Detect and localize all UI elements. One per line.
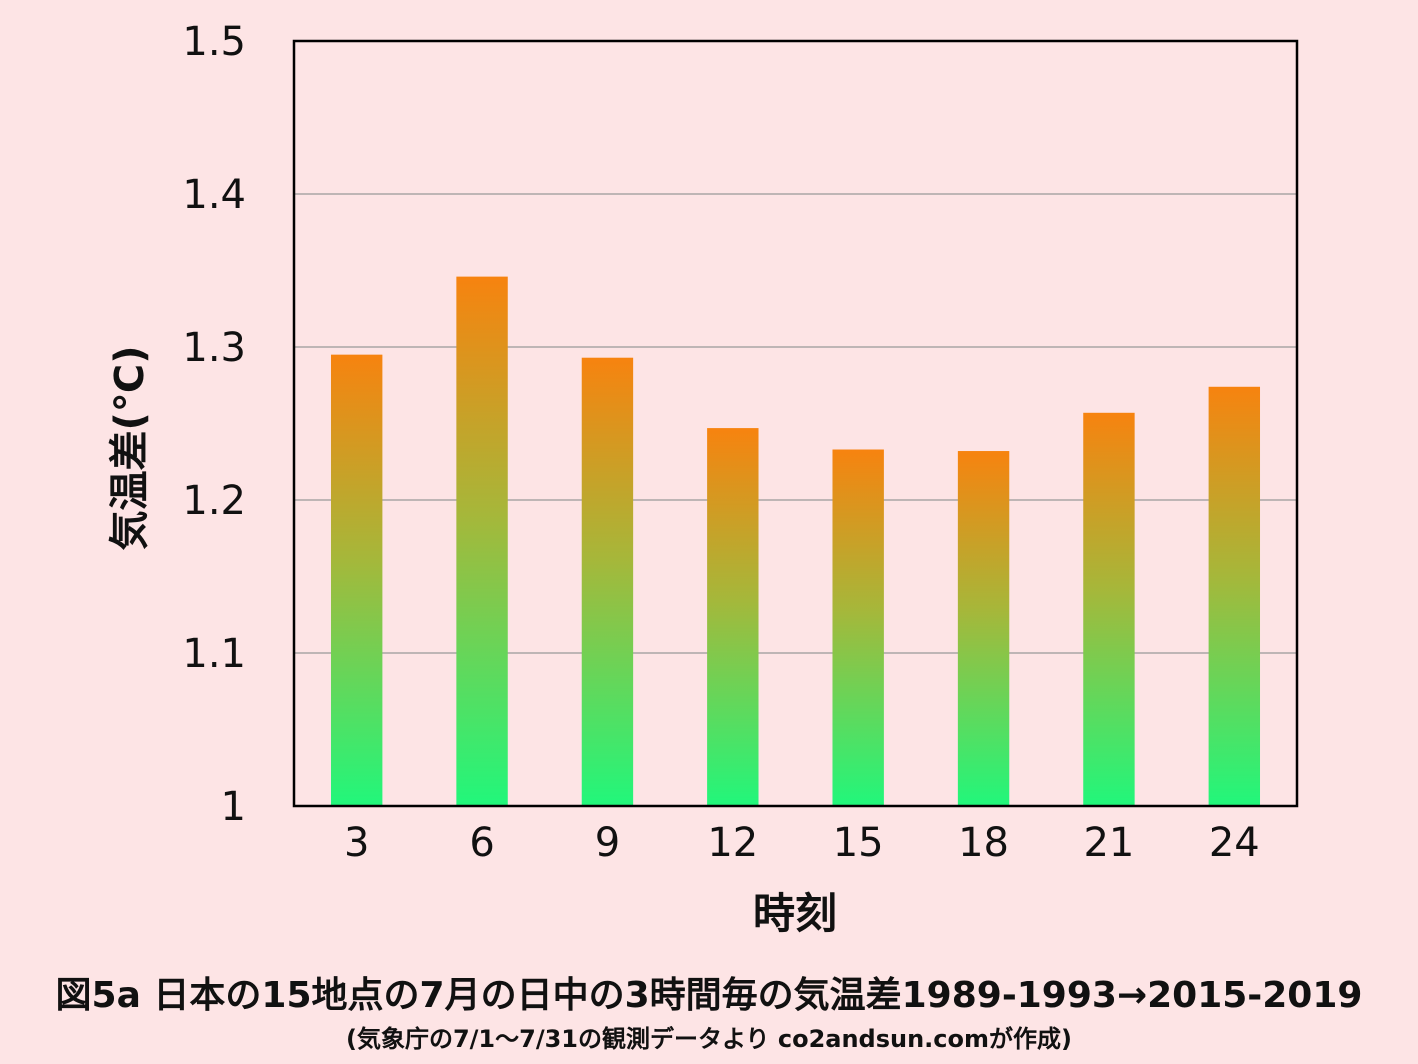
bar-18 <box>957 451 1010 806</box>
bar-chart: 1 1.1 1.2 1.3 1.4 1.5 3 6 9 12 15 18 21 24 時刻 気温差(℃) <box>107 19 1299 938</box>
y-tick-label: 1.5 <box>182 19 246 65</box>
figure-caption-title: 図5a 日本の15地点の7月の日中の3時間毎の気温差1989-1993→2015… <box>55 975 1363 1016</box>
y-tick-label: 1.3 <box>182 325 246 371</box>
x-tick-label: 6 <box>469 820 494 866</box>
bar-21 <box>1083 412 1135 806</box>
x-tick-label: 24 <box>1209 820 1260 866</box>
x-tick-label: 9 <box>595 820 620 866</box>
x-tick-label: 15 <box>833 820 884 866</box>
figure-caption-source: (気象庁の7/1〜7/31の観測データより co2andsun.comが作成) <box>345 1025 1072 1053</box>
bar-24 <box>1208 386 1261 806</box>
bar-3 <box>330 354 383 806</box>
y-tick-label: 1.2 <box>182 478 246 524</box>
x-tick-label: 21 <box>1083 820 1134 866</box>
y-tick-labels: 1 1.1 1.2 1.3 1.4 1.5 <box>182 19 246 830</box>
y-tick-label: 1.1 <box>182 631 246 677</box>
x-axis-label: 時刻 <box>753 889 837 938</box>
bars <box>330 276 1261 806</box>
bar-12 <box>707 428 759 806</box>
x-tick-labels: 3 6 9 12 15 18 21 24 <box>344 820 1260 866</box>
x-tick-label: 3 <box>344 820 369 866</box>
plot-area-frame <box>292 39 1299 808</box>
y-tick-label: 1.4 <box>182 172 246 218</box>
y-axis-label: 気温差(℃) <box>107 346 153 551</box>
x-tick-label: 12 <box>707 820 758 866</box>
bar-6 <box>456 276 508 806</box>
bar-15 <box>832 449 884 806</box>
gridlines <box>294 193 1297 654</box>
x-tick-label: 18 <box>958 820 1009 866</box>
y-tick-label: 1 <box>221 784 246 830</box>
bar-9 <box>581 357 634 806</box>
